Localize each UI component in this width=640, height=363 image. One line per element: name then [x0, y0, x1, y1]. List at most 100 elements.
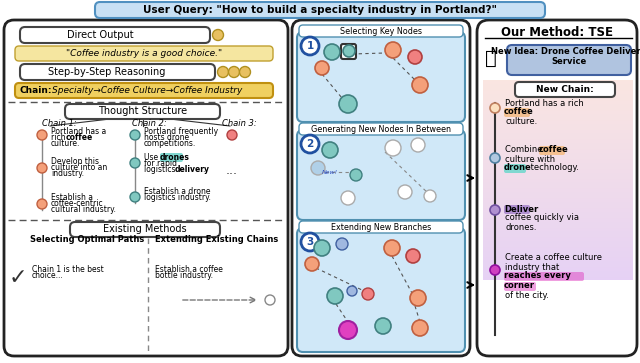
- FancyBboxPatch shape: [483, 252, 633, 253]
- FancyBboxPatch shape: [483, 106, 633, 107]
- FancyBboxPatch shape: [483, 221, 633, 222]
- Circle shape: [490, 153, 500, 163]
- FancyBboxPatch shape: [483, 87, 633, 88]
- FancyBboxPatch shape: [515, 82, 615, 97]
- FancyBboxPatch shape: [483, 121, 633, 122]
- Circle shape: [490, 205, 500, 215]
- Text: Extending Existing Chains: Extending Existing Chains: [155, 236, 278, 245]
- FancyBboxPatch shape: [483, 199, 633, 200]
- Circle shape: [322, 142, 338, 158]
- FancyBboxPatch shape: [483, 223, 633, 224]
- FancyBboxPatch shape: [483, 152, 633, 153]
- FancyBboxPatch shape: [483, 112, 633, 113]
- FancyBboxPatch shape: [483, 96, 633, 97]
- Text: culture.: culture.: [505, 117, 537, 126]
- FancyBboxPatch shape: [483, 200, 633, 201]
- Text: reaches every: reaches every: [504, 272, 571, 281]
- Text: ✓: ✓: [9, 268, 28, 288]
- FancyBboxPatch shape: [483, 174, 633, 175]
- FancyBboxPatch shape: [483, 220, 633, 221]
- FancyBboxPatch shape: [504, 108, 530, 117]
- FancyBboxPatch shape: [483, 190, 633, 191]
- Text: Create a coffee culture: Create a coffee culture: [505, 253, 602, 262]
- FancyBboxPatch shape: [477, 20, 637, 356]
- Circle shape: [37, 163, 47, 173]
- Text: 3: 3: [307, 237, 314, 247]
- Text: Chain 3:: Chain 3:: [222, 118, 257, 127]
- FancyBboxPatch shape: [483, 89, 633, 90]
- FancyBboxPatch shape: [483, 204, 633, 205]
- FancyBboxPatch shape: [15, 83, 273, 98]
- Text: coffee: coffee: [504, 107, 534, 117]
- FancyBboxPatch shape: [65, 104, 220, 119]
- FancyBboxPatch shape: [483, 258, 633, 259]
- FancyBboxPatch shape: [483, 150, 633, 151]
- Text: technology.: technology.: [528, 163, 579, 172]
- FancyBboxPatch shape: [483, 91, 633, 92]
- FancyBboxPatch shape: [483, 130, 633, 131]
- FancyBboxPatch shape: [20, 27, 210, 43]
- FancyBboxPatch shape: [483, 214, 633, 215]
- FancyBboxPatch shape: [483, 191, 633, 192]
- FancyBboxPatch shape: [483, 210, 633, 211]
- FancyBboxPatch shape: [483, 234, 633, 235]
- FancyBboxPatch shape: [483, 168, 633, 169]
- Text: Portland has a: Portland has a: [51, 126, 106, 135]
- FancyBboxPatch shape: [483, 181, 633, 182]
- Text: coffee-centric: coffee-centric: [51, 200, 104, 208]
- FancyBboxPatch shape: [483, 86, 633, 87]
- Text: Establish a drone: Establish a drone: [144, 187, 211, 196]
- FancyBboxPatch shape: [483, 248, 633, 249]
- FancyBboxPatch shape: [341, 44, 356, 59]
- FancyBboxPatch shape: [297, 130, 465, 220]
- FancyBboxPatch shape: [483, 196, 633, 197]
- FancyBboxPatch shape: [483, 254, 633, 255]
- FancyBboxPatch shape: [483, 255, 633, 256]
- FancyBboxPatch shape: [297, 32, 465, 122]
- FancyBboxPatch shape: [483, 188, 633, 189]
- FancyBboxPatch shape: [483, 242, 633, 243]
- FancyBboxPatch shape: [483, 239, 633, 240]
- FancyBboxPatch shape: [483, 158, 633, 159]
- Circle shape: [385, 42, 401, 58]
- FancyBboxPatch shape: [483, 224, 633, 225]
- FancyBboxPatch shape: [483, 113, 633, 114]
- FancyBboxPatch shape: [483, 230, 633, 231]
- FancyBboxPatch shape: [483, 169, 633, 170]
- FancyBboxPatch shape: [483, 170, 633, 171]
- Text: for rapid: for rapid: [144, 159, 177, 167]
- Text: 2: 2: [307, 139, 314, 149]
- Circle shape: [239, 66, 250, 77]
- FancyBboxPatch shape: [483, 114, 633, 115]
- FancyBboxPatch shape: [483, 206, 633, 207]
- Circle shape: [315, 61, 329, 75]
- FancyBboxPatch shape: [483, 138, 633, 139]
- FancyBboxPatch shape: [483, 202, 633, 203]
- FancyBboxPatch shape: [483, 208, 633, 209]
- Text: Extending New Branches: Extending New Branches: [331, 223, 431, 232]
- FancyBboxPatch shape: [483, 236, 633, 237]
- Text: Our Method: TSE: Our Method: TSE: [501, 26, 613, 40]
- Text: industry that: industry that: [505, 262, 562, 272]
- FancyBboxPatch shape: [483, 132, 633, 133]
- Text: drones: drones: [160, 152, 190, 162]
- FancyBboxPatch shape: [483, 146, 633, 147]
- Circle shape: [339, 95, 357, 113]
- Text: New!: New!: [322, 171, 338, 175]
- FancyBboxPatch shape: [483, 251, 633, 252]
- Circle shape: [130, 130, 140, 140]
- FancyBboxPatch shape: [483, 267, 633, 268]
- FancyBboxPatch shape: [483, 216, 633, 217]
- FancyBboxPatch shape: [483, 167, 633, 168]
- Text: Selecting Optimal Paths: Selecting Optimal Paths: [30, 236, 144, 245]
- FancyBboxPatch shape: [483, 145, 633, 146]
- Text: Generating New Nodes In Between: Generating New Nodes In Between: [311, 125, 451, 134]
- Circle shape: [408, 50, 422, 64]
- Text: New Idea: Drone Coffee Delivery: New Idea: Drone Coffee Delivery: [492, 48, 640, 57]
- FancyBboxPatch shape: [483, 95, 633, 96]
- FancyBboxPatch shape: [483, 235, 633, 236]
- FancyBboxPatch shape: [483, 233, 633, 234]
- Text: "Coffee industry is a good choice.": "Coffee industry is a good choice.": [66, 49, 222, 58]
- Text: 1: 1: [307, 41, 314, 51]
- Circle shape: [398, 185, 412, 199]
